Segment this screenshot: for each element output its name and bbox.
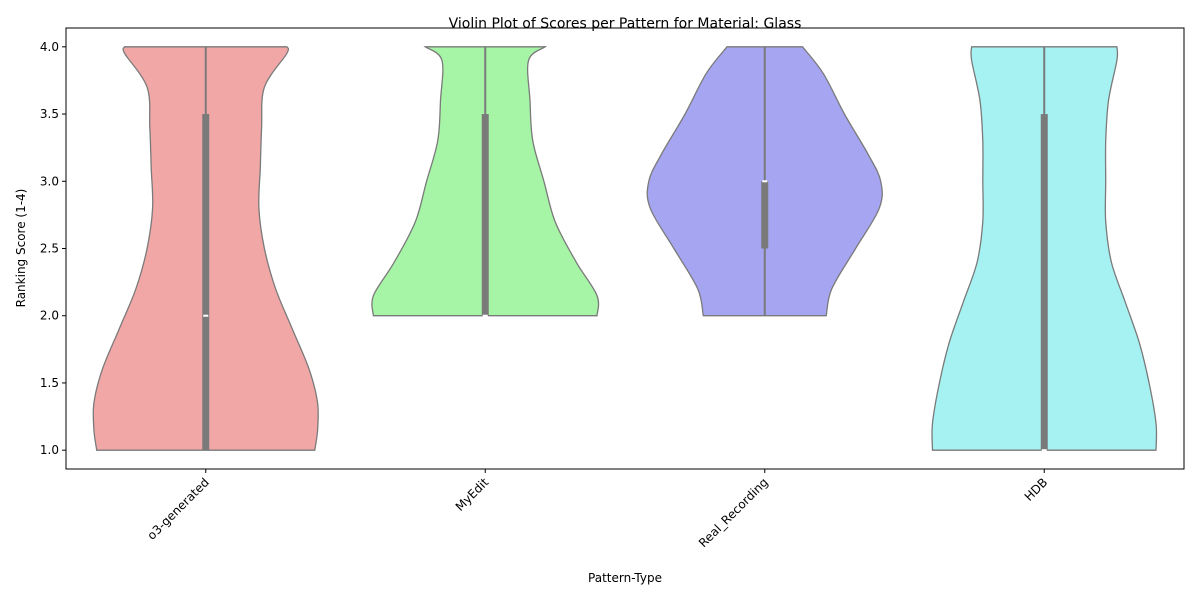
y-tick-label: 1.5 bbox=[40, 376, 59, 390]
violin-median bbox=[203, 314, 209, 317]
y-axis-label: Ranking Score (1-4) bbox=[14, 189, 28, 308]
violin-median bbox=[1041, 449, 1047, 452]
violin-real-recording bbox=[646, 46, 883, 317]
violin-o3-generated bbox=[92, 46, 319, 451]
y-tick-label: 3.0 bbox=[40, 174, 59, 188]
x-axis: o3-generated MyEdit Real_Recording HDB bbox=[144, 469, 1050, 550]
y-tick-label: 2.5 bbox=[40, 242, 59, 256]
violin-iqr-box bbox=[202, 114, 210, 451]
x-tick-label: Real_Recording bbox=[696, 475, 771, 550]
y-tick-label: 2.0 bbox=[40, 309, 59, 323]
violin-iqr-box bbox=[1040, 114, 1048, 451]
violin-iqr-box bbox=[761, 181, 769, 249]
violin-median bbox=[482, 314, 488, 317]
violin-hdb bbox=[931, 46, 1158, 452]
x-tick-label: HDB bbox=[1022, 475, 1051, 504]
y-tick-label: 1.0 bbox=[40, 443, 59, 457]
chart-title: Violin Plot of Scores per Pattern for Ma… bbox=[449, 16, 802, 32]
x-axis-label: Pattern-Type bbox=[588, 571, 662, 585]
y-tick-label: 4.0 bbox=[40, 40, 59, 54]
plot-area bbox=[92, 46, 1158, 452]
x-tick-label: o3-generated bbox=[144, 475, 211, 542]
y-axis: 1.0 1.5 2.0 2.5 3.0 3.5 4.0 bbox=[40, 40, 66, 457]
violin-myedit bbox=[371, 46, 600, 317]
violin-iqr-box bbox=[481, 114, 489, 316]
y-tick-label: 3.5 bbox=[40, 107, 59, 121]
violin-median bbox=[762, 180, 768, 183]
x-tick-label: MyEdit bbox=[453, 475, 492, 514]
